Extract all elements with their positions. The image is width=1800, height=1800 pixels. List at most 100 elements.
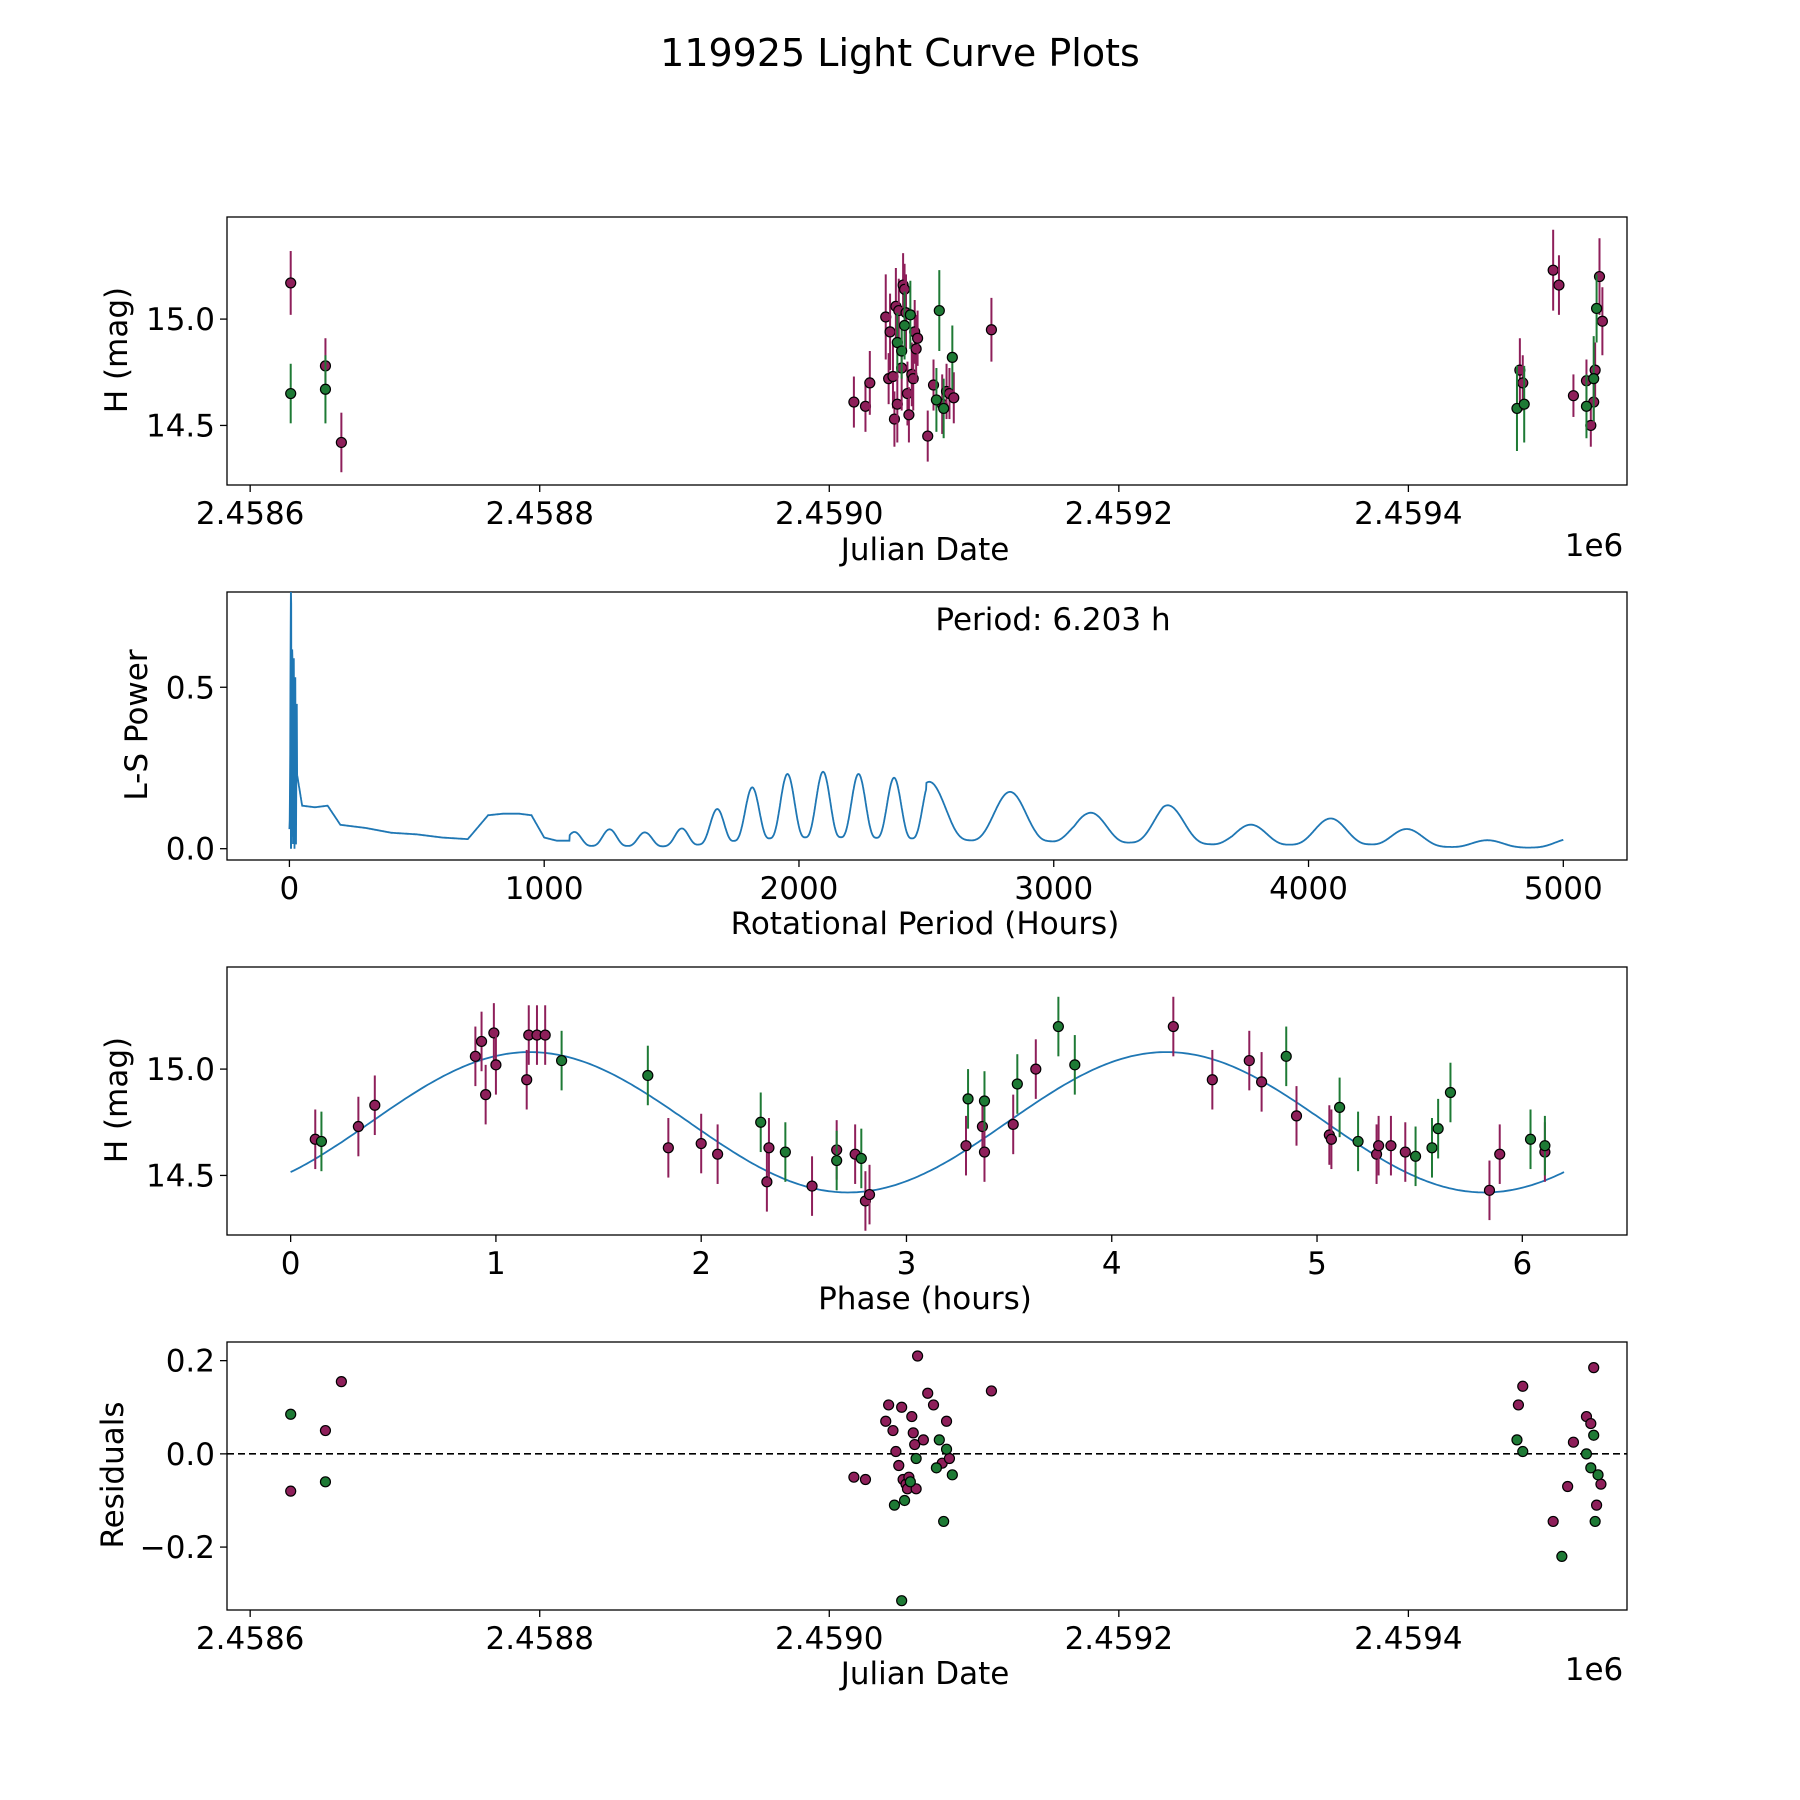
residuals-point-filter-a	[909, 1438, 921, 1451]
phased-point-filter-a	[806, 1180, 818, 1192]
phased-point-filter-a	[1007, 1118, 1019, 1130]
light-curve-x-tick-label: 2.4590	[775, 496, 883, 532]
light-curve-point-filter-b	[946, 351, 958, 363]
light-curve-point-filter-a	[1517, 377, 1529, 389]
periodogram-axes-frame	[226, 591, 1628, 861]
residuals-point-filter-b	[1592, 1469, 1604, 1481]
phased-point-filter-a	[521, 1074, 533, 1086]
light-curve-point-filter-a	[1553, 279, 1565, 291]
residuals-y-tick-label: 0.0	[166, 1437, 215, 1473]
phased-model-curve	[290, 1051, 1565, 1194]
residuals-point-filter-a	[985, 1385, 998, 1397]
periodogram-x-tick-label: 4000	[1269, 871, 1348, 907]
period-annotation: Period: 6.203 h	[935, 602, 1170, 638]
light-curve-point-filter-a	[911, 332, 924, 344]
residuals-point-filter-a	[890, 1445, 902, 1458]
light-curve-point-filter-b	[933, 304, 945, 317]
phased-point-filter-a	[976, 1120, 989, 1133]
phased-y-tick-label: 14.5	[146, 1158, 215, 1194]
residuals-point-filter-a	[1512, 1399, 1525, 1411]
residuals-point-filter-a	[922, 1387, 934, 1399]
residuals-point-filter-a	[911, 1350, 924, 1362]
light-curve-point-filter-b	[1588, 373, 1600, 385]
light-curve-point-filter-a	[1567, 390, 1580, 402]
light-curve-point-filter-a	[903, 409, 915, 421]
phased-point-filter-b	[1409, 1150, 1422, 1162]
residuals-panel: 2.4586 2.4588 2.4590 2.4592 2.4594 −0.2 0.0 0.2	[140, 1341, 1628, 1657]
phased-point-filter-b	[315, 1135, 328, 1148]
residuals-point-filter-a	[906, 1410, 918, 1423]
phased-point-filter-a	[1494, 1148, 1506, 1160]
residuals-point-filter-b	[938, 1515, 950, 1528]
phased-point-filter-a	[490, 1059, 502, 1071]
light-curve-point-filter-a	[948, 392, 960, 404]
phased-point-filter-a	[1373, 1140, 1385, 1152]
phased-y-tick-label: 15.0	[146, 1052, 215, 1088]
phased-x-tick-label: 3	[897, 1246, 917, 1282]
residuals-y-tick-label: 0.2	[166, 1344, 215, 1380]
residuals-plot-area	[227, 1350, 1627, 1607]
light-curve-axes-frame	[226, 216, 1628, 486]
phased-point-filter-a	[1030, 1063, 1042, 1075]
periodogram-x-tick-label: 2000	[760, 871, 839, 907]
light-curve-panel: 2.4586 2.4588 2.4590 2.4592 2.4594 14.5 15.0	[146, 216, 1628, 532]
residuals-x-tick-label: 2.4592	[1065, 1621, 1173, 1657]
light-curve-x-tick-label: 2.4594	[1354, 496, 1462, 532]
phased-point-filter-a	[695, 1137, 707, 1150]
light-curve-point-filter-b	[1518, 398, 1530, 410]
phased-light-curve-panel: 0 1 2 3 4 5 6 14.5 15.0	[146, 966, 1628, 1282]
phased-point-filter-a	[352, 1120, 364, 1133]
residuals-y-tick-label: −0.2	[140, 1530, 215, 1566]
light-curve-point-filter-b	[898, 319, 911, 332]
residuals-point-filter-b	[1580, 1448, 1593, 1460]
figure-title: 119925 Light Curve Plots	[660, 31, 1140, 75]
residuals-point-filter-a	[883, 1399, 895, 1411]
phased-y-axis-label: H (mag)	[99, 1037, 135, 1163]
phased-point-filter-a	[488, 1027, 500, 1039]
light-curve-point-filter-a	[335, 436, 347, 449]
light-curve-x-tick-label: 2.4586	[196, 496, 304, 532]
residuals-point-filter-a	[319, 1424, 332, 1437]
light-curve-point-filter-a	[864, 377, 876, 389]
light-curve-x-tick-label: 2.4588	[485, 496, 593, 532]
phased-point-filter-a	[960, 1140, 972, 1152]
light-curve-point-filter-a	[884, 326, 896, 338]
phased-point-filter-a	[1256, 1076, 1268, 1088]
light-curve-point-filter-b	[319, 383, 332, 395]
residuals-point-filter-a	[335, 1376, 347, 1388]
residuals-point-filter-a	[859, 1473, 872, 1486]
light-curve-x-offset: 1e6	[1565, 528, 1624, 564]
residuals-point-filter-a	[1547, 1515, 1559, 1528]
periodogram-panel: 0 1000 2000 3000 4000 5000 0.0 0.5	[166, 591, 1628, 907]
light-curve-y-tick-label: 15.0	[146, 302, 215, 338]
residuals-x-offset: 1e6	[1565, 1652, 1624, 1688]
phased-point-filter-a	[1167, 1020, 1179, 1033]
residuals-point-filter-a	[907, 1427, 919, 1439]
light-curve-x-tick-label: 2.4592	[1065, 496, 1173, 532]
residuals-point-filter-b	[933, 1434, 945, 1446]
light-curve-y-axis-label: H (mag)	[99, 287, 135, 413]
phased-point-filter-b	[755, 1116, 767, 1128]
periodogram-x-tick-label: 0	[280, 871, 300, 907]
phased-point-filter-a	[712, 1148, 724, 1160]
phased-point-filter-b	[831, 1154, 843, 1167]
phased-x-tick-label: 1	[486, 1246, 506, 1282]
light-curve-point-filter-a	[285, 277, 297, 289]
phased-point-filter-b	[556, 1054, 568, 1067]
phased-point-filter-a	[662, 1142, 674, 1154]
residuals-point-filter-a	[917, 1434, 929, 1446]
phased-point-filter-a	[1290, 1110, 1303, 1122]
periodogram-y-tick-label: 0.0	[166, 832, 215, 868]
residuals-point-filter-a	[1588, 1362, 1600, 1374]
residuals-x-tick-label: 2.4594	[1354, 1621, 1462, 1657]
residuals-point-filter-a	[1595, 1478, 1607, 1490]
periodogram-x-tick-label: 3000	[1014, 871, 1093, 907]
phased-point-filter-a	[539, 1029, 551, 1041]
phased-point-filter-b	[1432, 1123, 1444, 1135]
phased-x-tick-label: 4	[1102, 1246, 1122, 1282]
phased-point-filter-a	[1325, 1133, 1337, 1145]
residuals-point-filter-b	[1585, 1462, 1597, 1474]
residuals-point-filter-b	[319, 1476, 332, 1488]
residuals-point-filter-a	[1590, 1499, 1603, 1511]
